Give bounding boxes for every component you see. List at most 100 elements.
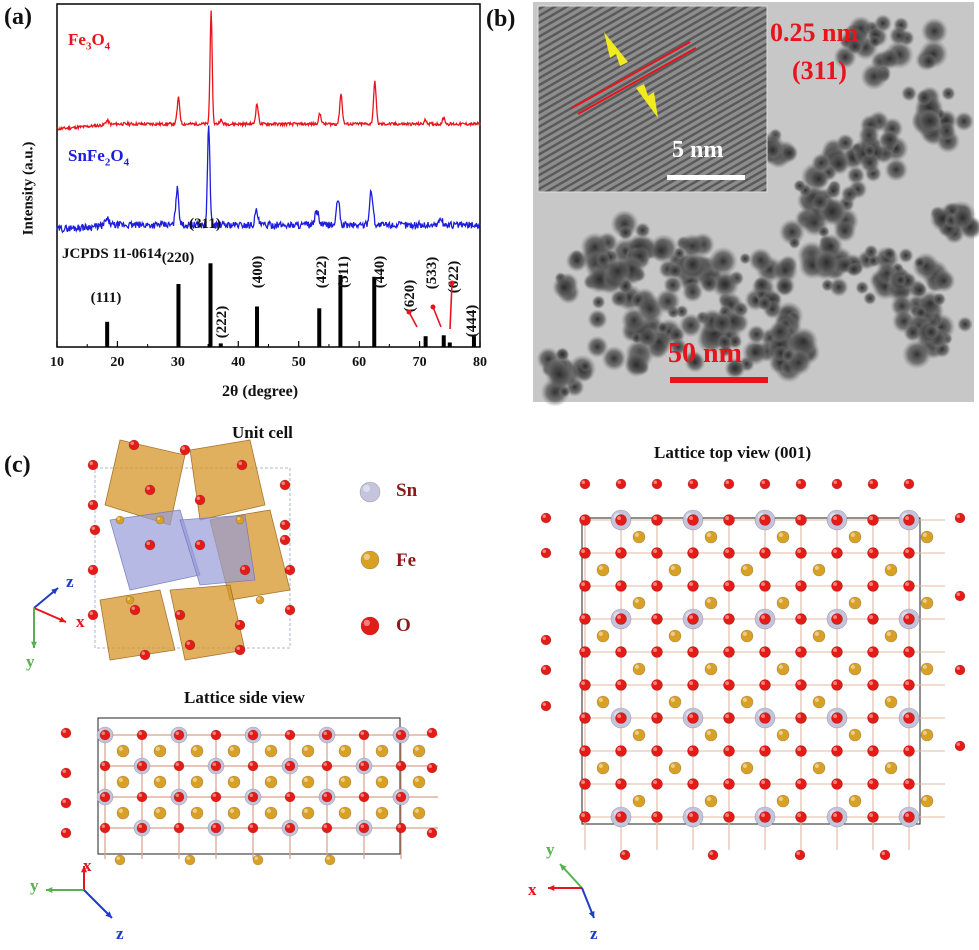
side-axis-z: z: [116, 924, 124, 943]
o-atom: [867, 547, 879, 559]
o-atom-highlight: [833, 648, 837, 652]
reference-stick: [218, 343, 223, 347]
o-atom: [540, 512, 552, 524]
nanoparticle: [852, 141, 877, 166]
nanoparticle: [795, 336, 808, 349]
o-atom-highlight: [689, 480, 693, 484]
fe-atom-highlight: [229, 746, 234, 752]
o-atom-highlight: [286, 731, 290, 735]
o-atom-highlight: [797, 582, 801, 586]
o-atom: [903, 778, 915, 790]
nanoparticle: [883, 139, 897, 153]
nanoparticle: [585, 265, 614, 294]
fe-atom: [324, 854, 336, 866]
o-atom-highlight: [89, 501, 93, 505]
unitcell-x-arrow: [33, 607, 67, 623]
side-view-title: Lattice side view: [184, 688, 305, 707]
nanoparticle: [646, 337, 669, 360]
o-atom: [723, 514, 735, 526]
o-atom-highlight: [833, 480, 837, 484]
nanoparticle: [856, 249, 877, 271]
nanoparticle: [932, 292, 947, 307]
fe-atom: [632, 794, 646, 808]
fe-atom: [596, 629, 610, 643]
o-atom-highlight: [617, 648, 621, 652]
nanoparticle: [902, 339, 932, 370]
nanoparticle: [944, 213, 959, 228]
nanoparticle: [917, 111, 937, 130]
nanoparticle: [762, 299, 783, 320]
o-atom-highlight: [797, 813, 801, 817]
fe-atom-highlight: [778, 664, 784, 670]
sn-atom-highlight: [758, 711, 765, 718]
nanoparticle: [800, 162, 830, 192]
nanoparticle: [794, 347, 809, 361]
nanoparticle: [771, 321, 800, 350]
nanoparticle: [868, 34, 882, 48]
o-atom-highlight: [833, 582, 837, 586]
o-atom: [687, 745, 699, 757]
nanoparticle: [744, 288, 768, 312]
nanoparticle: [759, 138, 786, 165]
o-atom-highlight: [542, 702, 546, 706]
nanoparticle: [700, 308, 725, 334]
o-atom: [87, 459, 99, 471]
sn-atom-highlight: [902, 810, 909, 817]
nanoparticle: [595, 252, 611, 268]
fe-atom-highlight: [192, 746, 197, 752]
fe-atom: [412, 775, 426, 789]
o-atom: [174, 609, 186, 621]
nanoparticle: [554, 348, 570, 363]
sn-atom: [898, 806, 920, 828]
o-atom-highlight: [869, 681, 873, 685]
nanoparticle: [768, 351, 792, 375]
o-atom: [279, 479, 291, 491]
nanoparticle: [711, 312, 733, 334]
fe-atom-highlight: [303, 777, 308, 783]
red-arrow-icon: [408, 311, 418, 328]
nanoparticle: [768, 320, 791, 343]
nanoparticle: [777, 305, 796, 324]
fe-atom-highlight: [850, 664, 856, 670]
top-z-arrow: [581, 887, 595, 919]
fe-atom: [884, 563, 898, 577]
o-atom: [99, 791, 111, 803]
nanoparticle: [682, 254, 703, 275]
nanoparticle: [800, 195, 827, 221]
fe-atom: [740, 695, 754, 709]
nanoparticle: [649, 233, 679, 264]
o-atom: [687, 778, 699, 790]
nanoparticle: [959, 215, 979, 240]
nanoparticle: [778, 255, 798, 275]
nanoparticle: [811, 253, 839, 281]
o-atom-highlight: [761, 480, 765, 484]
nanoparticle: [903, 323, 923, 343]
o-atom: [795, 679, 807, 691]
nanoparticle: [808, 168, 830, 190]
o-atom-highlight: [881, 851, 885, 855]
fe3o4-label-part: Fe: [68, 30, 86, 49]
o-atom: [426, 762, 438, 774]
o-atom: [284, 791, 296, 803]
nanoparticle: [767, 332, 793, 358]
o-atom: [867, 613, 879, 625]
nanoparticle: [921, 121, 946, 146]
o-atom-highlight: [236, 646, 240, 650]
o-atom-highlight: [833, 615, 837, 619]
nanoparticle: [885, 274, 915, 304]
nanoparticle: [759, 288, 783, 312]
o-atom-highlight: [905, 714, 909, 718]
o-atom-highlight: [905, 648, 909, 652]
o-atom: [619, 849, 631, 861]
panel-label-b: (b): [486, 6, 516, 32]
o-atom-highlight: [581, 615, 585, 619]
nanoparticle: [890, 294, 914, 318]
sn-atom: [281, 819, 299, 837]
fe-atom-highlight: [742, 565, 748, 571]
nanoparticle: [864, 20, 880, 36]
nanoparticle: [766, 340, 787, 361]
fe-atom-highlight: [742, 697, 748, 703]
fe-atom: [776, 728, 790, 742]
sn-atom-highlight: [210, 760, 216, 766]
o-atom-highlight: [761, 714, 765, 718]
